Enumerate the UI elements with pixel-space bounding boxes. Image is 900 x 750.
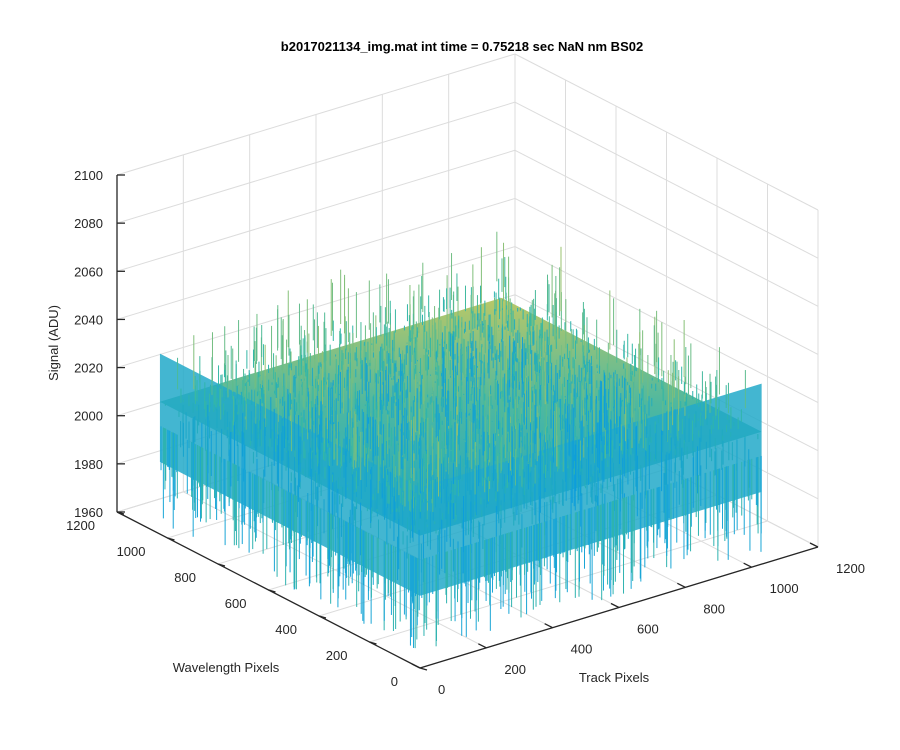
z-tick-label: 2060: [74, 264, 103, 279]
x-tick-label: 200: [504, 662, 526, 677]
x-axis-label: Track Pixels: [579, 670, 650, 685]
z-axis-label: Signal (ADU): [46, 305, 61, 381]
y-tick: [419, 667, 428, 671]
z-tick-label: 2040: [74, 312, 103, 327]
x-tick: [411, 663, 421, 669]
x-tick-label: 600: [637, 622, 659, 637]
y-tick-label: 1000: [117, 544, 146, 559]
x-tick: [677, 582, 686, 588]
y-axis-label: Wavelength Pixels: [173, 660, 280, 675]
y-tick: [268, 589, 276, 593]
axis-layer: 1960198020002020204020602080210002004006…: [66, 168, 865, 697]
y-tick-label: 1200: [66, 518, 95, 533]
surface-layer: [159, 231, 762, 649]
y-tick: [217, 563, 226, 567]
z-tick-label: 2000: [74, 409, 103, 424]
y-tick-label: 600: [225, 596, 247, 611]
z-tick-label: 1960: [74, 505, 103, 520]
z-tick-label: 1980: [74, 457, 103, 472]
y-tick: [369, 641, 377, 645]
x-tick: [544, 623, 553, 629]
chart-title: b2017021134_img.mat int time = 0.75218 s…: [281, 39, 643, 54]
label-layer: b2017021134_img.mat int time = 0.75218 s…: [46, 39, 650, 685]
y-tick-label: 0: [391, 674, 398, 689]
y-tick: [167, 537, 175, 541]
x-tick-label: 0: [438, 682, 445, 697]
x-tick: [610, 602, 620, 609]
x-tick-label: 1000: [770, 581, 799, 596]
x-tick-label: 400: [571, 642, 593, 657]
z-tick-label: 2080: [74, 216, 103, 231]
y-tick: [116, 511, 125, 515]
z-tick-label: 2020: [74, 361, 103, 376]
y-tick-label: 200: [326, 648, 348, 663]
y-tick-label: 800: [174, 570, 196, 585]
y-tick: [318, 615, 327, 619]
y-tick-label: 400: [275, 622, 297, 637]
x-tick: [743, 562, 752, 568]
x-tick-label: 800: [703, 601, 725, 616]
x-tick: [809, 542, 819, 548]
x-tick: [478, 643, 487, 649]
z-tick-label: 2100: [74, 168, 103, 183]
x-tick-label: 1200: [836, 561, 865, 576]
